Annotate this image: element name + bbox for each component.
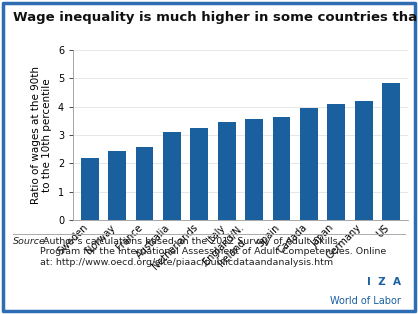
Y-axis label: Ratio of wages at the 90th
to the 10th percentile: Ratio of wages at the 90th to the 10th p… [31,66,52,204]
Bar [218,122,236,220]
Text: World of Labor: World of Labor [330,296,401,306]
Bar [81,158,99,220]
Bar [382,83,400,220]
Bar [327,105,345,220]
Bar [190,128,208,220]
Bar [135,147,153,220]
Text: I  Z  A: I Z A [367,277,401,287]
Text: Author's calculations based on the 2012 Survey of Adult Skills,
Program for the : Author's calculations based on the 2012 … [40,237,386,267]
Bar [163,132,181,220]
Bar [355,101,372,220]
Bar [273,117,291,220]
Text: Wage inequality is much higher in some countries than in others: Wage inequality is much higher in some c… [13,11,418,24]
Text: Source:: Source: [13,237,48,246]
Bar [300,108,318,220]
Bar [108,150,126,220]
Bar [245,119,263,220]
